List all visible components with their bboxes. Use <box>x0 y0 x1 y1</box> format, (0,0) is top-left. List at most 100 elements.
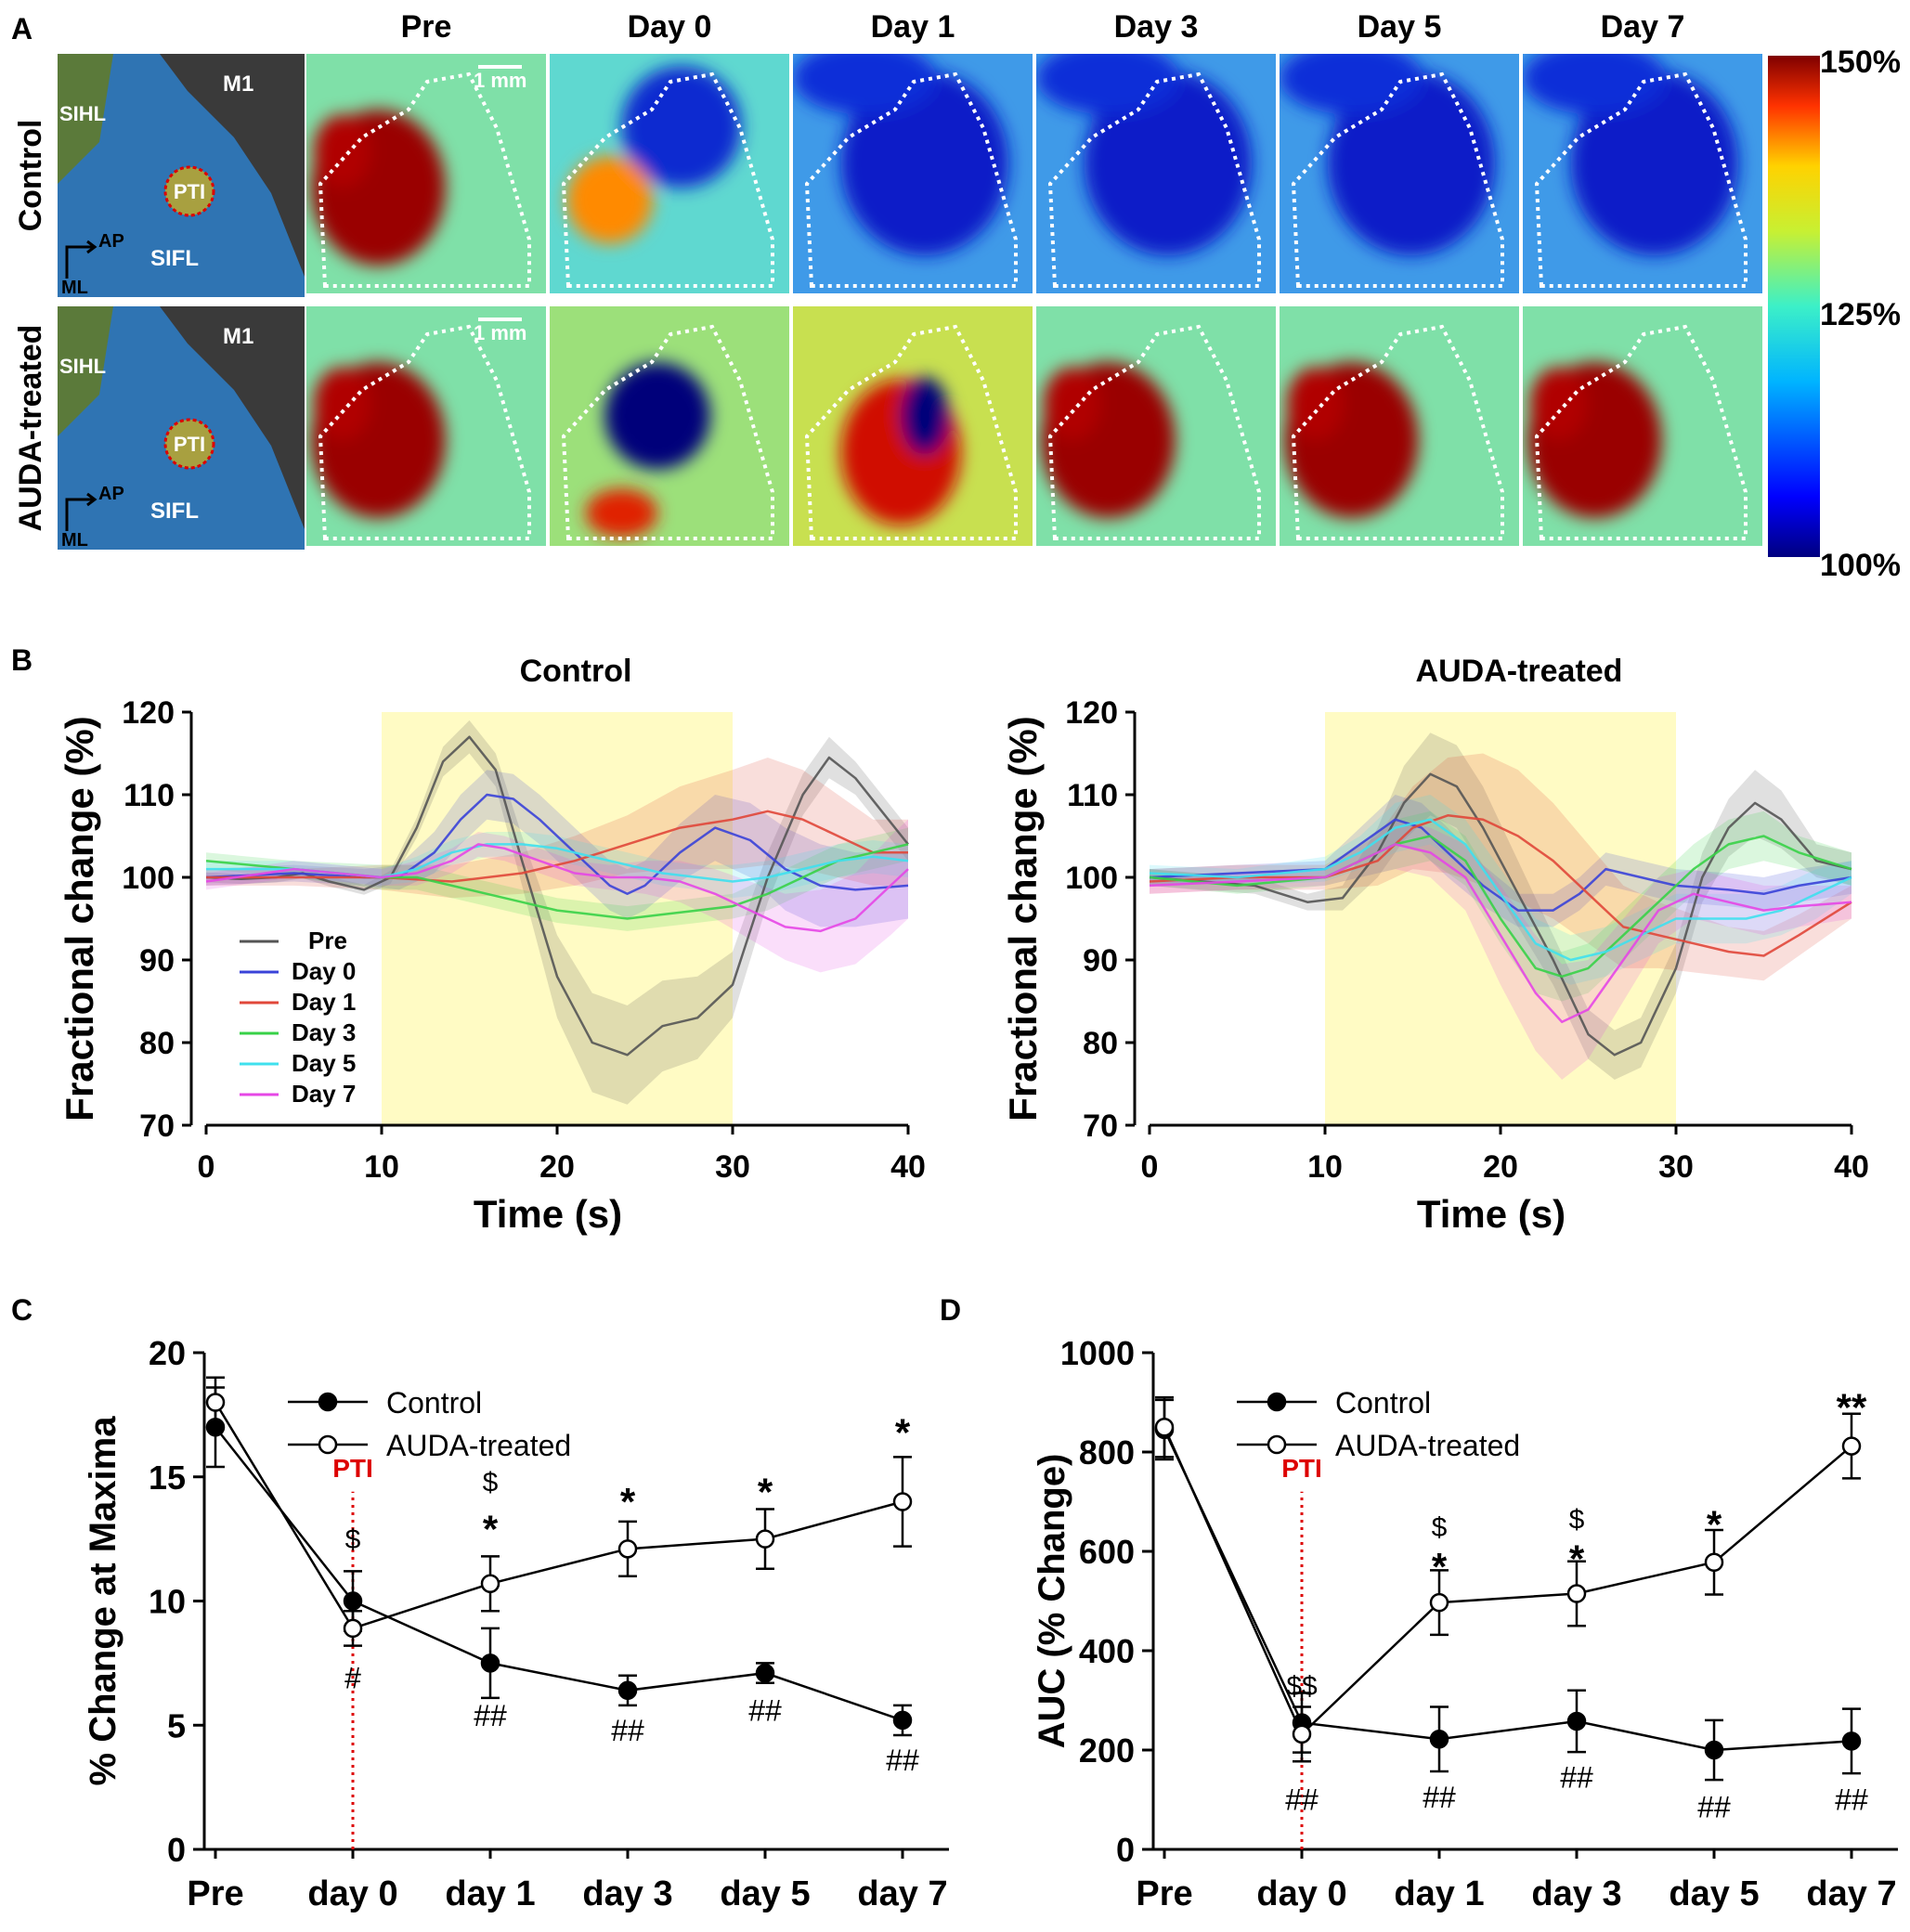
x-axis-label: Time (s) <box>1417 1192 1566 1236</box>
series-line <box>205 793 909 896</box>
roi-outline <box>1291 71 1504 288</box>
data-point <box>1841 1731 1862 1751</box>
heatmap-blob <box>621 66 742 188</box>
heatmap-tile <box>1523 54 1762 293</box>
orientation-arrows <box>65 240 97 279</box>
significance-marker: * <box>1432 1545 1448 1588</box>
x-tick-label: 0 <box>1141 1149 1159 1185</box>
x-tick-label: day 0 <box>307 1874 397 1913</box>
significance-marker: * <box>895 1410 911 1454</box>
chart-title: Control <box>520 654 632 689</box>
series-line <box>1149 818 1852 912</box>
heatmap-blob <box>840 71 1009 256</box>
data-point <box>1429 1729 1449 1749</box>
legend-label: Day 1 <box>292 988 356 1016</box>
error-band <box>1150 810 1852 1002</box>
anatomy-label-ml: ML <box>61 278 88 298</box>
column-header: Day 5 <box>1358 9 1442 45</box>
anatomy-label-sifl: SIFL <box>150 246 199 271</box>
data-point <box>205 1418 226 1437</box>
y-tick-label: 100 <box>1065 861 1118 896</box>
x-tick-label: day 5 <box>720 1874 810 1913</box>
series-line <box>1149 814 1852 957</box>
y-tick-label: 70 <box>1083 1109 1118 1144</box>
significance-marker: * <box>1707 1502 1722 1546</box>
roi-outline <box>1047 324 1261 540</box>
y-tick-label: 20 <box>149 1334 186 1372</box>
heatmap-blob <box>1084 71 1253 256</box>
significance-marker: $ <box>345 1524 361 1555</box>
data-point <box>1704 1740 1724 1760</box>
heatmap-blob <box>604 362 710 470</box>
heatmap-blob <box>313 114 371 188</box>
x-tick-label: day 7 <box>1806 1874 1896 1913</box>
anatomy-label-ml: ML <box>61 530 88 551</box>
heatmap-tile <box>1036 54 1276 293</box>
anatomy-label-sihl: SIHL <box>59 102 106 125</box>
legend-label: AUDA-treated <box>1335 1429 1520 1462</box>
heatmap-tile: 1 mm <box>306 54 546 293</box>
y-tick-label: 0 <box>167 1831 186 1869</box>
roi-outline <box>318 71 531 288</box>
legend-label: Day 7 <box>292 1080 356 1108</box>
colorbar-tick: 125% <box>1820 297 1901 332</box>
y-tick-label: 90 <box>1083 943 1118 979</box>
legend-label: Control <box>1335 1386 1431 1420</box>
series-line <box>205 735 909 1057</box>
x-tick-label: day 3 <box>582 1874 672 1913</box>
heatmap-blob <box>1327 71 1496 256</box>
significance-marker: ## <box>1697 1791 1731 1824</box>
roi-outline <box>318 324 531 540</box>
x-tick-label: 20 <box>1483 1149 1518 1185</box>
data-point <box>343 1591 363 1611</box>
significance-marker: ## <box>1423 1781 1456 1814</box>
data-point <box>1154 1418 1175 1437</box>
column-header: Day 7 <box>1601 9 1685 45</box>
significance-marker: ## <box>1835 1783 1868 1817</box>
significance-marker: ## <box>1560 1761 1593 1795</box>
significance-marker: ## <box>474 1699 507 1732</box>
error-band <box>1150 795 1852 927</box>
anatomy-map: M1 SIHL PTI SIFL AP ML <box>58 54 305 298</box>
legend-label: Day 0 <box>292 957 356 985</box>
x-tick-label: 0 <box>198 1149 215 1185</box>
heatmap-blob <box>566 156 653 244</box>
heatmap-tile <box>550 54 789 293</box>
significance-marker: $ <box>483 1468 499 1498</box>
x-tick-label: 30 <box>715 1149 750 1185</box>
y-tick-label: 120 <box>122 695 175 731</box>
panel-label-c: C <box>11 1293 32 1327</box>
data-point <box>1566 1711 1587 1731</box>
data-point <box>1841 1436 1862 1456</box>
panel-label-d: D <box>940 1293 961 1327</box>
anatomy-label-pti: PTI <box>174 433 205 456</box>
roi-outline <box>804 324 1018 540</box>
y-tick-label: 600 <box>1079 1533 1135 1571</box>
roi-outline <box>1534 324 1748 540</box>
error-band <box>1150 753 1852 981</box>
x-tick-label: 40 <box>890 1149 926 1185</box>
legend-marker <box>1267 1434 1287 1455</box>
significance-marker: $ <box>1432 1512 1448 1543</box>
y-tick-label: 90 <box>139 943 175 979</box>
colorbar-tick: 150% <box>1820 45 1901 80</box>
data-point <box>205 1393 226 1412</box>
x-tick-label: day 1 <box>1394 1874 1484 1913</box>
error-band <box>206 720 908 1105</box>
y-axis-label: % Change at Maxima <box>83 1416 123 1786</box>
legend-label: Day 5 <box>292 1049 356 1077</box>
panel-label-b: B <box>11 643 32 677</box>
significance-marker: ## <box>611 1714 644 1747</box>
x-tick-label: 40 <box>1834 1149 1869 1185</box>
y-tick-label: 110 <box>1067 778 1118 813</box>
series-line <box>1163 1426 1852 1737</box>
x-tick-label: day 5 <box>1669 1874 1759 1913</box>
heatmap-blob <box>585 488 658 538</box>
data-point <box>1704 1552 1724 1573</box>
y-tick-label: 80 <box>139 1026 175 1061</box>
heatmap-blob <box>1043 367 1101 441</box>
row-label: Control <box>13 120 48 232</box>
significance-marker: ## <box>886 1744 919 1777</box>
pti-site <box>163 418 215 470</box>
chart-b-auda: AUDA-treated 0 10 20 30 40 70 80 90 100 110 120 Time… <box>1001 654 1869 1236</box>
